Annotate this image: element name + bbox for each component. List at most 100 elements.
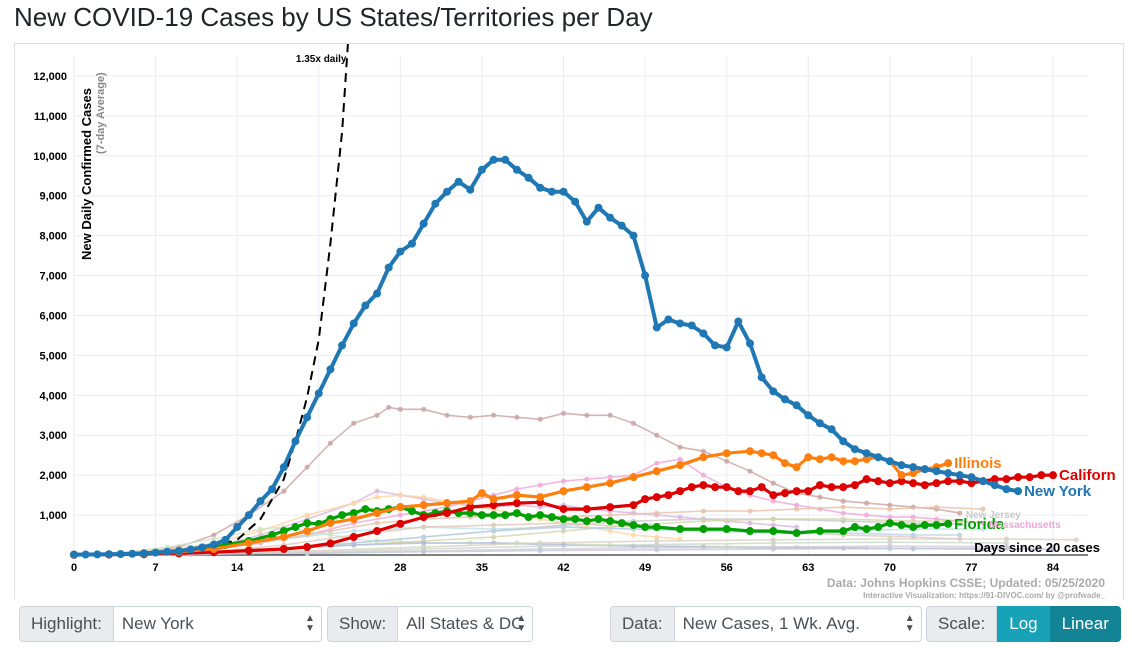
series-point: [384, 263, 393, 272]
series-point: [654, 510, 660, 516]
x-tick-label: 35: [476, 562, 488, 574]
series-point: [804, 487, 813, 496]
series-point: [560, 524, 567, 530]
series-point: [408, 239, 416, 248]
series-point: [174, 547, 183, 556]
series-point: [850, 481, 859, 490]
series-point: [746, 339, 754, 348]
series-point: [1014, 473, 1023, 482]
x-tick-label: 0: [71, 562, 77, 574]
series-point: [909, 479, 918, 488]
series-point: [957, 532, 963, 538]
series-point: [617, 221, 626, 230]
series-point: [537, 482, 543, 488]
series-point: [769, 451, 778, 460]
series-point: [757, 449, 766, 458]
highlight-select[interactable]: New York ▲ ▼: [113, 606, 322, 642]
series-point: [81, 550, 90, 559]
series-point: [291, 437, 300, 446]
series-point: [641, 495, 650, 504]
series-point: [874, 477, 883, 486]
series-point: [582, 217, 591, 226]
series-point: [770, 522, 776, 528]
series-point: [584, 476, 590, 482]
series-point: [770, 516, 776, 522]
series-point: [676, 461, 685, 470]
series-point: [815, 527, 824, 536]
series-point: [421, 549, 427, 555]
series-point: [700, 508, 706, 514]
series-point: [792, 463, 801, 472]
series-point: [652, 323, 661, 332]
series-point: [1002, 475, 1011, 484]
series-point: [244, 511, 253, 520]
series-point: [571, 515, 580, 524]
series-point: [804, 453, 813, 462]
series-point: [874, 453, 883, 462]
series-point: [746, 487, 754, 496]
series-end-label: Illinois: [954, 455, 1002, 472]
series-point: [629, 521, 638, 530]
series-point: [163, 547, 172, 556]
series-point: [746, 447, 754, 456]
series-point: [700, 518, 706, 524]
series-point: [244, 546, 253, 555]
series-point: [815, 481, 824, 490]
y-tick-label: 5,000: [39, 350, 67, 362]
series-point: [1002, 485, 1011, 494]
credit-text: Interactive Visualization: https://91-DI…: [863, 591, 1105, 600]
y-axis-label: New Daily Confirmed Cases: [79, 88, 94, 260]
scale-control: Scale: Log Linear: [926, 606, 1121, 642]
series-point: [70, 550, 78, 559]
series-point: [351, 528, 357, 534]
series-point: [560, 528, 567, 534]
series-point: [920, 521, 929, 530]
series-point: [944, 477, 953, 486]
series-point: [700, 448, 706, 454]
series-point: [887, 514, 893, 520]
series-point: [850, 457, 859, 466]
series-point: [769, 491, 778, 500]
series-point: [1025, 473, 1034, 482]
scale-log-button[interactable]: Log: [997, 606, 1050, 642]
series-point: [699, 453, 708, 462]
series-point: [897, 461, 906, 470]
series-point: [396, 503, 405, 512]
series-point: [862, 525, 871, 534]
y-tick-label: 12,000: [33, 71, 67, 83]
series-point: [699, 329, 708, 338]
series-point: [373, 527, 382, 536]
series-point: [351, 420, 357, 426]
series-point: [885, 457, 894, 466]
series-point: [607, 512, 613, 518]
series-point: [490, 412, 497, 418]
series-point: [980, 506, 986, 512]
series-point: [757, 373, 766, 382]
series-point: [607, 528, 613, 534]
scale-linear-button[interactable]: Linear: [1049, 606, 1121, 642]
series-point: [421, 524, 427, 530]
series-point: [268, 485, 277, 494]
series-point: [489, 495, 498, 504]
series-line: [73, 473, 1053, 557]
data-select[interactable]: New Cases, 1 Wk. Avg. ▲ ▼: [674, 606, 922, 642]
series-layer: [70, 44, 1079, 559]
y-tick-label: 1,000: [39, 510, 67, 522]
series-point: [840, 516, 846, 522]
series-point: [186, 545, 195, 554]
series-point: [909, 469, 918, 478]
series-point: [374, 412, 380, 418]
series-point: [396, 519, 405, 528]
series-point: [582, 505, 591, 514]
show-label: Show:: [327, 606, 399, 642]
series-point: [724, 458, 730, 464]
show-select[interactable]: All States & DC ▲ ▼: [398, 606, 534, 642]
series-point: [746, 527, 754, 536]
page-title: New COVID-19 Cases by US States/Territor…: [14, 2, 653, 32]
series-point: [512, 165, 521, 174]
series-point: [397, 406, 403, 412]
series-point: [211, 536, 217, 542]
series-point: [244, 539, 253, 548]
series-point: [804, 411, 813, 420]
y-tick-label: 10,000: [33, 151, 67, 163]
